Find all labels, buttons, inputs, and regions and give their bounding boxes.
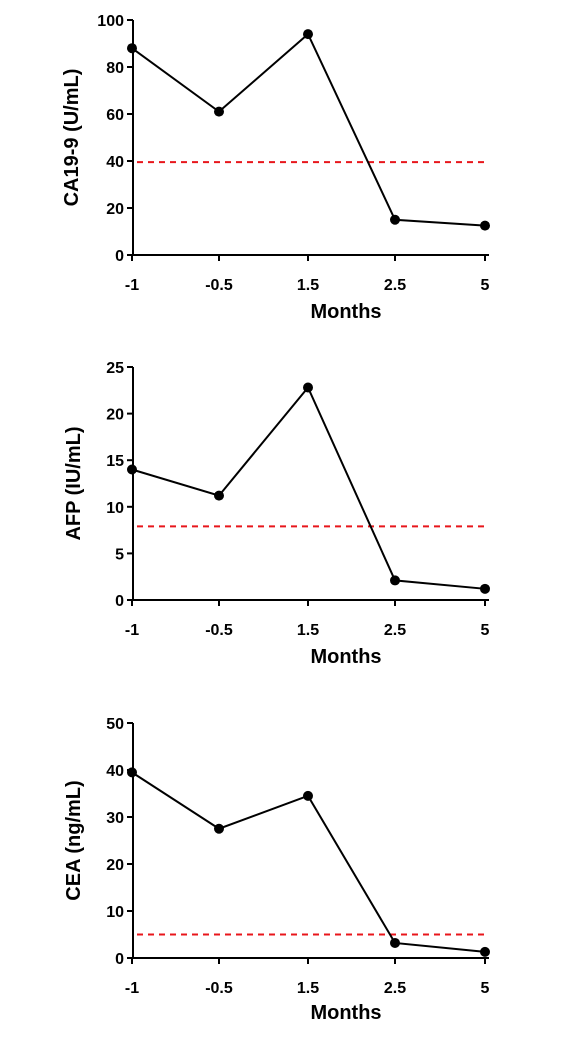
data-point: [480, 946, 490, 957]
chart-panel-1: 0 20 40 60 80 100 -1 -0.5 1.5 2.5 5 Months CA19-9 (U…: [61, 13, 490, 323]
x-tick-label: 1.5: [297, 980, 319, 997]
x-tick-label: 2.5: [384, 622, 406, 639]
x-tick-label: 5: [481, 277, 490, 294]
data-point: [303, 790, 313, 801]
y-tick-label: 0: [115, 593, 124, 610]
data-point: [390, 575, 400, 586]
y-axis-title: AFP (IU/mL): [63, 426, 85, 540]
y-tick-label: 40: [106, 763, 124, 780]
data-point: [127, 43, 137, 54]
data-point: [480, 583, 490, 594]
data-point: [303, 382, 313, 393]
y-tick-label: 30: [106, 810, 124, 827]
x-tick-label: -1: [125, 980, 139, 997]
y-axis-title: CEA (ng/mL): [63, 780, 85, 900]
data-point: [303, 29, 313, 40]
x-tick-label: 5: [481, 980, 490, 997]
series-line: [131, 32, 486, 227]
x-tick-label: -1: [125, 622, 139, 639]
x-tick-label: 2.5: [384, 277, 406, 294]
data-point: [390, 214, 400, 225]
y-tick-label: 15: [106, 453, 124, 470]
x-axis-title: Months: [310, 1002, 381, 1024]
y-tick-label: 25: [106, 360, 124, 377]
y-tick-label: 10: [106, 500, 124, 517]
y-tick-label: 60: [106, 107, 124, 124]
data-point: [480, 220, 490, 231]
data-point: [127, 464, 137, 475]
y-tick-label: 0: [115, 248, 124, 265]
y-tick-label: 0: [115, 951, 124, 968]
x-tick-label: 5: [481, 622, 490, 639]
chart-panel-3: 0 10 20 30 40 50 -1 -0.5 1.5 2.5 5 Months CEA (ng/mL…: [63, 716, 490, 1024]
x-tick-label: -1: [125, 277, 139, 294]
x-tick-label: 1.5: [297, 622, 319, 639]
x-tick-label: 1.5: [297, 277, 319, 294]
data-point: [214, 106, 224, 117]
x-axis-title: Months: [310, 646, 381, 668]
y-tick-label: 5: [115, 546, 124, 563]
y-tick-label: 10: [106, 904, 124, 921]
x-tick-label: -0.5: [205, 622, 233, 639]
chart-panel-2: 0 5 10 15 20 25 -1 -0.5 1.5 2.5 5 Months AFP (IU/mL): [63, 360, 490, 668]
y-tick-label: 20: [106, 407, 124, 424]
y-tick-label: 40: [106, 154, 124, 171]
x-tick-label: 2.5: [384, 980, 406, 997]
y-tick-label: 100: [97, 13, 124, 30]
y-tick-label: 80: [106, 60, 124, 77]
series-line: [131, 385, 486, 590]
x-tick-label: -0.5: [205, 277, 233, 294]
y-tick-label: 20: [106, 201, 124, 218]
y-tick-label: 50: [106, 716, 124, 733]
data-point: [390, 937, 400, 948]
data-point: [214, 490, 224, 501]
y-axis-title: CA19-9 (U/mL): [61, 69, 83, 207]
x-tick-label: -0.5: [205, 980, 233, 997]
data-point: [127, 767, 137, 778]
y-tick-label: 20: [106, 857, 124, 874]
data-point: [214, 823, 224, 834]
x-axis-title: Months: [310, 301, 381, 323]
